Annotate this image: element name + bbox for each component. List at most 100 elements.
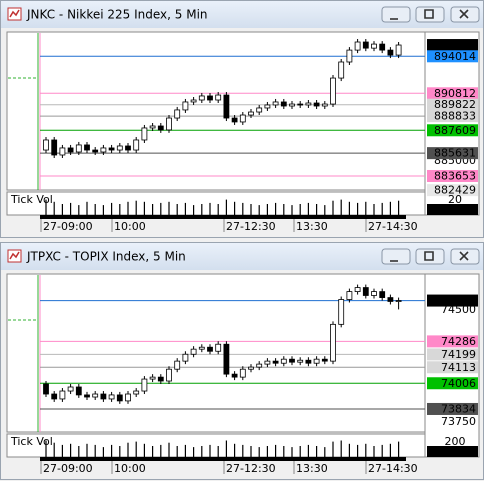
candle-body xyxy=(346,291,353,300)
candle-body xyxy=(174,360,181,370)
candle-body xyxy=(215,94,222,101)
candle-body xyxy=(272,101,279,106)
volume-panel xyxy=(6,433,426,458)
candle-body xyxy=(190,348,197,355)
candle-body xyxy=(256,363,263,368)
candle-body xyxy=(231,117,238,123)
minimize-button-face[interactable] xyxy=(381,6,411,23)
price-label: 887609 xyxy=(434,124,476,137)
close-button[interactable] xyxy=(450,6,480,23)
candle-body xyxy=(387,49,394,56)
candle-body xyxy=(166,368,172,382)
candle-body xyxy=(387,297,394,302)
candle-body xyxy=(125,393,131,402)
price-label-box xyxy=(427,348,478,361)
candle-body xyxy=(395,44,402,56)
time-label: 27-12:30 xyxy=(226,462,276,475)
maximize-button-face[interactable] xyxy=(415,6,445,23)
candle-body xyxy=(84,394,90,398)
candle-body xyxy=(67,147,74,153)
maximize-button-glyph[interactable] xyxy=(424,9,434,19)
window-title: JTPXC - TOPIX Index, 5 Min xyxy=(26,250,186,264)
close-button-glyph[interactable] xyxy=(459,251,469,261)
minimize-button-face[interactable] xyxy=(381,248,411,265)
volume-title: Tick Vol xyxy=(10,435,53,448)
price-label-box xyxy=(427,147,478,160)
time-label: 27-09:00 xyxy=(43,462,93,475)
minimize-button[interactable] xyxy=(381,248,411,265)
close-button-glyph[interactable] xyxy=(459,9,469,19)
time-label: 13:30 xyxy=(296,462,328,475)
close-button[interactable] xyxy=(450,248,480,265)
price-label-box xyxy=(427,110,478,123)
candle-body xyxy=(280,358,287,364)
price-label-box xyxy=(427,377,478,390)
price-label: 74113 xyxy=(441,361,476,374)
maximize-button[interactable] xyxy=(415,6,445,23)
candle-body xyxy=(321,358,328,362)
candle-body xyxy=(305,359,312,364)
candle-body xyxy=(264,360,271,365)
candle-body xyxy=(313,102,320,107)
candle-body xyxy=(239,114,246,123)
candle-body xyxy=(289,103,295,107)
time-label: 10:00 xyxy=(114,462,146,475)
price-label: 883653 xyxy=(434,169,476,182)
candle-body xyxy=(198,346,205,350)
price-label-box xyxy=(427,39,478,52)
price-label: 894987 xyxy=(434,39,476,52)
candle-body xyxy=(207,346,213,352)
candle-body xyxy=(305,102,312,106)
candle-body xyxy=(321,103,328,107)
maximize-button-face[interactable] xyxy=(415,248,445,265)
candle-body xyxy=(190,99,197,103)
minimize-button[interactable] xyxy=(381,6,411,23)
time-axis-band xyxy=(40,215,406,219)
candle-body xyxy=(330,323,336,362)
candle-body xyxy=(207,95,213,101)
price-label: 882429 xyxy=(434,184,476,197)
time-label: 27-14:30 xyxy=(368,462,418,475)
price-label-box xyxy=(427,124,478,137)
price-label: 74286 xyxy=(441,335,476,348)
maximize-button-glyph[interactable] xyxy=(424,251,434,261)
time-label: 13:30 xyxy=(296,220,328,233)
volume-title: Tick Vol xyxy=(10,193,53,206)
candle-body xyxy=(125,145,131,151)
price-label: 894014 xyxy=(434,50,476,63)
candle-body xyxy=(133,390,140,395)
candle-body xyxy=(297,359,304,363)
volume-scale-label: 200 xyxy=(445,435,466,448)
window-icon-mark xyxy=(9,251,20,260)
candle-body xyxy=(338,299,345,325)
candle-body xyxy=(239,368,246,378)
price-label-box xyxy=(427,294,478,307)
candle-body xyxy=(116,145,123,151)
time-label: 27-14:30 xyxy=(368,220,418,233)
candle-body xyxy=(51,139,58,156)
time-label: 10:00 xyxy=(114,220,146,233)
maximize-button[interactable] xyxy=(415,248,445,265)
candle-body xyxy=(84,144,90,151)
candle-body xyxy=(354,287,361,292)
candle-body xyxy=(248,111,254,116)
window-title: JNKC - Nikkei 225 Index, 5 Min xyxy=(26,8,208,22)
candle-body xyxy=(100,147,107,153)
candle-body xyxy=(75,144,82,153)
chart-window: JNKC - Nikkei 225 Index, 5 Min8850008824… xyxy=(0,0,484,238)
candle-body xyxy=(157,125,164,131)
volume-last-box xyxy=(427,204,478,215)
volume-last-label: 3 xyxy=(452,445,459,458)
price-label-box xyxy=(427,184,478,197)
candle-body xyxy=(371,43,377,49)
candle-body xyxy=(354,41,361,51)
candle-body xyxy=(182,353,189,362)
price-label-box xyxy=(427,169,478,182)
price-label: 74006 xyxy=(441,377,476,390)
candle-body xyxy=(379,43,386,51)
candle-body xyxy=(231,373,238,378)
candle-body xyxy=(92,149,99,153)
price-label: 73750 xyxy=(441,415,476,428)
volume-panel xyxy=(6,191,426,216)
